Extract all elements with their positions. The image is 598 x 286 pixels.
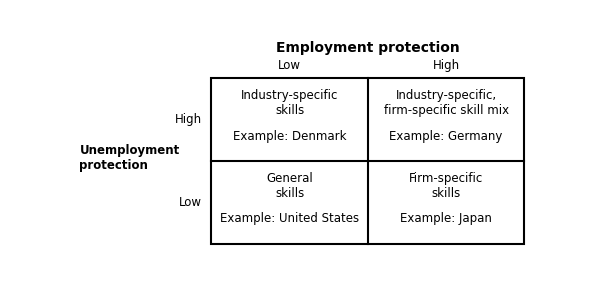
Text: High: High [175,113,202,126]
Bar [212,78,524,244]
Text: Employment protection: Employment protection [276,41,460,55]
Text: Example: Germany: Example: Germany [389,130,503,143]
Text: Low: Low [179,196,202,209]
Text: Example: United States: Example: United States [220,212,359,225]
Text: Industry-specific
skills: Industry-specific skills [241,89,338,117]
Text: Firm-specific
skills: Firm-specific skills [409,172,483,200]
Text: Example: Denmark: Example: Denmark [233,130,346,143]
Text: General
skills: General skills [266,172,313,200]
Text: Low: Low [278,59,301,72]
Text: Unemployment
protection: Unemployment protection [80,144,179,172]
Text: Industry-specific,
firm-specific skill mix: Industry-specific, firm-specific skill m… [383,89,509,117]
Text: Example: Japan: Example: Japan [400,212,492,225]
Text: High: High [432,59,460,72]
